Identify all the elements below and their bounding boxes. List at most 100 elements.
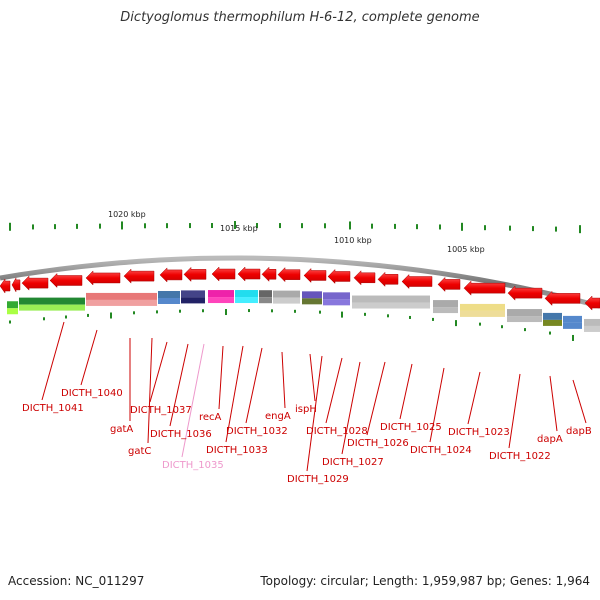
gene-label: DICTH_1026 — [347, 438, 409, 449]
inner-tick — [179, 309, 181, 313]
label-leader-line — [147, 337, 153, 444]
label-leader-line — [169, 343, 189, 427]
cog-segment — [460, 303, 505, 311]
cog-segment — [352, 295, 430, 303]
cog-segment — [181, 290, 205, 298]
scale-tick — [99, 223, 101, 229]
inner-tick — [479, 322, 481, 326]
gene-label: dapA — [537, 434, 563, 445]
label-leader-line — [306, 355, 323, 472]
label-leader-line — [245, 347, 263, 424]
label-leader-line — [399, 363, 413, 420]
inner-tick — [202, 309, 204, 313]
inner-tick — [455, 320, 457, 327]
cog-segment — [563, 315, 582, 323]
scale-tick — [234, 221, 236, 229]
label-lines — [41, 321, 587, 472]
scale-tick — [484, 225, 486, 231]
label-leader-line — [429, 367, 445, 443]
scale-tick — [394, 223, 396, 229]
gene-label: DICTH_1035 — [162, 460, 224, 471]
label-leader-line — [508, 373, 521, 449]
cog-segment — [273, 290, 300, 298]
scale-label: 1020 kbp — [108, 210, 146, 219]
cog-segment — [181, 297, 205, 304]
cog-segment — [158, 297, 180, 304]
cog-segment — [259, 290, 272, 298]
gene-labels: DICTH_1041 DICTH_1040 gatA gatC DICTH_1037 DI… — [22, 388, 592, 485]
inner-tick — [156, 310, 158, 314]
gene-arrow — [377, 271, 399, 287]
scale-label: 1005 kbp — [447, 245, 485, 254]
scale-tick — [189, 223, 191, 229]
scale-tick — [256, 223, 258, 229]
scale-tick — [211, 223, 213, 229]
scale-tick — [349, 221, 351, 230]
scale-tick — [121, 221, 123, 230]
scale-tick — [439, 224, 441, 230]
cog-segment — [273, 297, 300, 304]
gene-arrow — [584, 295, 600, 311]
gene-arrow — [401, 273, 433, 290]
label-leader-line — [549, 375, 558, 432]
gene-label: DICTH_1036 — [150, 429, 212, 440]
gene-label: DICTH_1037 — [130, 405, 192, 416]
cog-segment — [158, 290, 180, 298]
inner-tick — [319, 310, 321, 314]
cog-track — [7, 290, 600, 332]
gene-label: ispH — [295, 404, 317, 415]
cog-segment — [19, 297, 85, 305]
gene-arrow — [211, 266, 236, 282]
scale-ticks — [9, 221, 581, 234]
gene-label: DICTH_1032 — [226, 426, 288, 437]
map-title: Dictyoglomus thermophilum H-6-12, comple… — [120, 10, 480, 25]
inner-tick — [294, 309, 296, 313]
inner-tick — [364, 312, 366, 316]
cog-segment — [302, 291, 322, 299]
label-leader-line — [572, 379, 587, 424]
scale-tick — [166, 223, 168, 229]
gene-label: DICTH_1033 — [206, 445, 268, 456]
inner-tick — [549, 331, 551, 335]
gene-label: DICTH_1025 — [380, 422, 442, 433]
gene-label: dapB — [566, 426, 592, 437]
cog-segment — [433, 307, 458, 314]
label-leader-line — [341, 361, 361, 455]
label-leader-line — [325, 357, 343, 424]
scale-tick — [76, 223, 78, 229]
cog-segment — [460, 310, 505, 317]
cog-segment — [584, 318, 600, 326]
gene-label: DICTH_1028 — [306, 426, 368, 437]
cog-segment — [86, 292, 157, 300]
cog-segment — [235, 290, 258, 298]
cog-segment — [584, 325, 600, 332]
gene-arrow — [0, 278, 11, 294]
scale-tick — [54, 224, 56, 230]
scale-tick — [416, 224, 418, 230]
gene-arrow — [327, 268, 351, 285]
inner-tick — [501, 325, 503, 329]
accession-text: Accession: NC_011297 — [8, 574, 145, 588]
inner-tick — [432, 317, 434, 321]
scale-tick — [371, 223, 373, 229]
inner-tick — [87, 313, 89, 317]
inner-tick — [524, 328, 526, 332]
gene-label: DICTH_1041 — [22, 403, 84, 414]
inner-tick — [65, 315, 67, 319]
inner-tick — [409, 315, 411, 319]
label-leader-line — [218, 345, 224, 410]
cog-segment — [7, 308, 18, 315]
scale-tick — [32, 224, 34, 230]
cog-segment — [259, 297, 272, 304]
label-leader-line — [366, 361, 386, 436]
cog-segment — [352, 302, 430, 309]
cog-segment — [543, 312, 562, 320]
label-leader-line — [309, 353, 316, 402]
gene-arrow — [261, 266, 277, 282]
gene-arrow — [544, 290, 581, 306]
gene-arrow — [123, 268, 155, 284]
gene-arrow — [507, 285, 543, 301]
scale-labels: 1020 kbp 1015 kbp 1010 kbp 1005 kbp — [108, 210, 485, 254]
scale-tick — [461, 222, 463, 231]
